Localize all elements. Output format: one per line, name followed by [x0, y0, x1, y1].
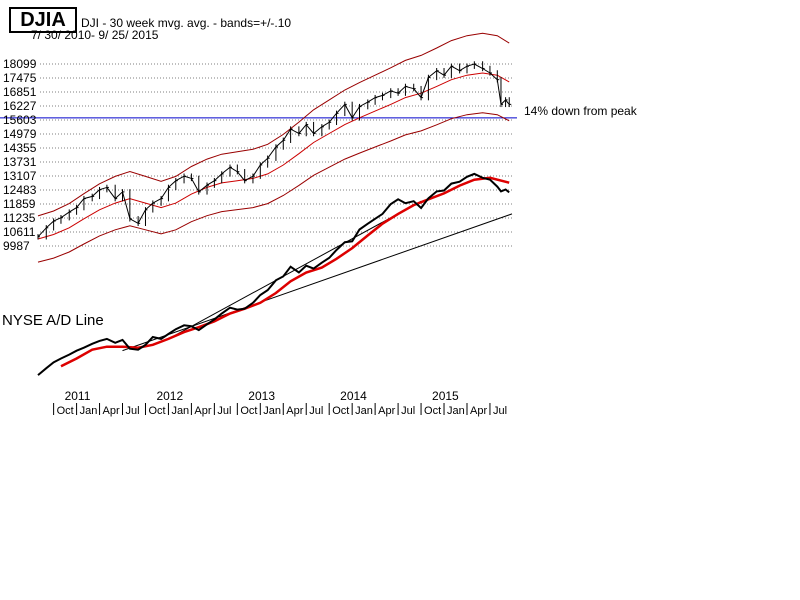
month-label: Jan — [447, 405, 465, 417]
gridlines — [0, 63, 517, 247]
chart-subtitle: DJI - 30 week mvg. avg. - bands=+/-.10 — [81, 16, 292, 30]
y-tick-label: 12483 — [3, 183, 37, 197]
y-tick-label: 18099 — [3, 57, 37, 71]
peak-annotation: 14% down from peak — [524, 104, 637, 118]
month-label: Jan — [80, 405, 98, 417]
y-tick-label: 16227 — [3, 99, 37, 113]
month-label: Oct — [148, 405, 165, 417]
x-axis: 2011 2012 2013 2014 2015 Oct Jan Apr Jul Oct Jan Ap… — [53, 389, 507, 417]
upper-band-line — [37, 32, 510, 217]
year-label: 2015 — [432, 389, 459, 403]
month-label: Jul — [493, 405, 507, 417]
ad-trendline — [122, 213, 513, 352]
month-label: Jul — [309, 405, 323, 417]
month-label: Jan — [355, 405, 373, 417]
month-label: Apr — [378, 405, 395, 417]
month-label: Oct — [332, 405, 349, 417]
ad-moving-average-line — [60, 176, 510, 368]
ad-line-panel — [37, 172, 513, 376]
month-label: Jul — [401, 405, 415, 417]
y-tick-label: 11235 — [3, 211, 36, 225]
date-range-label: 7/ 30/ 2010- 9/ 25/ 2015 — [31, 28, 159, 42]
year-label: 2013 — [248, 389, 275, 403]
ad-line-label: NYSE A/D Line — [2, 312, 104, 329]
ticker-title: DJIA — [9, 7, 77, 33]
month-label: Jan — [171, 405, 189, 417]
y-tick-label: 14355 — [3, 141, 37, 155]
y-tick-label: 10611 — [3, 225, 36, 239]
year-label: 2014 — [340, 389, 367, 403]
month-label: Apr — [103, 405, 120, 417]
price-bars — [37, 61, 512, 240]
y-tick-label: 15603 — [3, 113, 37, 127]
bollinger-bands — [37, 32, 510, 263]
y-tick-label: 16851 — [3, 85, 37, 99]
y-tick-label: 9987 — [3, 239, 30, 253]
y-tick-label: 11859 — [3, 197, 36, 211]
month-label: Jan — [263, 405, 281, 417]
ma30-line — [37, 72, 510, 240]
month-label: Oct — [240, 405, 257, 417]
month-label: Jul — [217, 405, 231, 417]
month-label: Oct — [424, 405, 441, 417]
lower-band-line — [37, 112, 510, 263]
month-label: Apr — [194, 405, 211, 417]
y-tick-label: 13107 — [3, 169, 37, 183]
month-label: Apr — [470, 405, 487, 417]
y-tick-label: 17475 — [3, 71, 37, 85]
month-label: Oct — [57, 405, 74, 417]
y-axis-ticks: 9987106111123511859124831310713731143551… — [3, 57, 37, 253]
ad-line — [37, 172, 510, 376]
month-label: Apr — [286, 405, 303, 417]
month-label: Jul — [126, 405, 140, 417]
price-close-line — [37, 63, 510, 238]
y-tick-label: 14979 — [3, 127, 37, 141]
year-label: 2012 — [156, 389, 183, 403]
year-label: 2011 — [65, 389, 91, 403]
y-tick-label: 13731 — [3, 155, 37, 169]
